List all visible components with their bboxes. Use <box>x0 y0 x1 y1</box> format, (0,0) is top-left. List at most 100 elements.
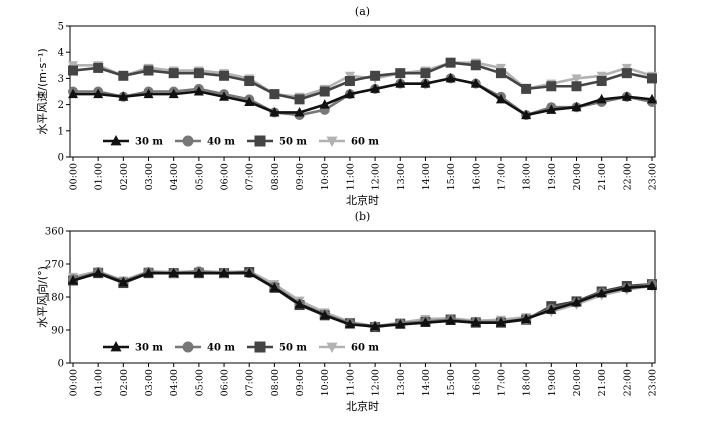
x-tick-label: 15:00 <box>446 163 457 190</box>
x-tick-label: 14:00 <box>421 163 432 190</box>
x-tick-label: 22:00 <box>622 163 633 190</box>
x-tick-label: 11:00 <box>345 163 356 190</box>
x-tick-label: 04:00 <box>169 163 180 190</box>
x-tick-label: 04:00 <box>169 369 180 396</box>
data-point <box>445 72 456 83</box>
series-30m <box>68 267 657 331</box>
data-point <box>495 68 506 79</box>
panel-label: (a) <box>355 5 370 18</box>
legend-label: 50 m <box>279 343 307 354</box>
data-point <box>193 86 204 96</box>
x-tick-label: 21:00 <box>597 369 608 396</box>
data-point <box>420 68 431 79</box>
data-point <box>269 282 280 292</box>
series-line <box>72 271 653 328</box>
series-50m <box>68 57 657 105</box>
data-point <box>344 319 355 329</box>
y-tick-label: 0 <box>58 359 64 370</box>
legend-label: 60 m <box>351 137 379 148</box>
y-tick-label: 360 <box>45 227 64 238</box>
x-tick-label: 09:00 <box>295 369 306 396</box>
x-tick-label: 17:00 <box>496 369 507 396</box>
chart-panel-a: (a) 0 1 2 3 4 5 00:00 01:00 02:00 03:00 04:00 05:00 0… <box>36 5 659 207</box>
series-line <box>72 270 653 328</box>
x-tick-label: 05:00 <box>194 163 205 190</box>
x-tick-label: 20:00 <box>572 163 583 190</box>
data-point <box>596 287 607 298</box>
data-point <box>647 73 657 84</box>
legend-entry: 50 m <box>247 135 307 148</box>
y-tick-label: 2 <box>58 100 64 111</box>
data-point <box>621 282 632 292</box>
x-tick-label: 05:00 <box>194 369 205 396</box>
legend-marker <box>110 340 122 352</box>
legend-marker <box>254 135 266 147</box>
data-point <box>269 89 280 100</box>
data-point <box>143 65 154 76</box>
x-tick-label: 19:00 <box>547 163 558 190</box>
legend: 30 m 40 m 50 m 60 m <box>103 340 379 354</box>
series-40m <box>68 266 657 332</box>
y-tick-label: 4 <box>58 48 64 59</box>
data-point <box>647 280 657 290</box>
x-tick-label: 00:00 <box>69 163 80 190</box>
x-tick-label: 18:00 <box>522 163 533 190</box>
legend-entry: 60 m <box>319 343 379 354</box>
x-tick-label: 17:00 <box>496 163 507 190</box>
x-tick-label: 15:00 <box>446 369 457 396</box>
y-tick-label: 5 <box>58 22 64 33</box>
series-60m <box>68 58 657 103</box>
legend-label: 30 m <box>135 137 163 148</box>
legend-entry: 30 m <box>103 340 163 354</box>
data-point <box>93 62 104 73</box>
data-point <box>621 91 632 101</box>
x-tick-label: 11:00 <box>345 369 356 396</box>
legend-entry: 40 m <box>175 341 235 354</box>
data-point <box>143 88 154 99</box>
legend-marker <box>110 134 122 146</box>
x-tick-label: 12:00 <box>371 163 382 190</box>
data-point <box>521 83 532 94</box>
y-tick-label: 3 <box>58 74 64 85</box>
data-point <box>168 267 179 278</box>
series-line <box>72 270 653 329</box>
data-point <box>445 315 456 325</box>
series-line <box>72 270 653 328</box>
data-point <box>244 96 255 106</box>
x-tick-label: 06:00 <box>220 369 231 396</box>
data-point <box>219 70 230 81</box>
data-point <box>470 317 481 327</box>
data-point <box>319 309 330 320</box>
legend-entry: 50 m <box>247 341 307 354</box>
data-point <box>370 320 381 331</box>
x-tick-label: 06:00 <box>220 163 231 190</box>
legend-marker <box>326 342 338 354</box>
x-tick-label: 02:00 <box>119 163 130 190</box>
data-point <box>596 76 607 87</box>
legend-label: 50 m <box>279 137 307 148</box>
panel-label: (b) <box>355 210 371 223</box>
y-tick-label: 180 <box>45 293 64 304</box>
y-tick-label: 90 <box>51 326 64 337</box>
legend-marker <box>254 341 266 353</box>
x-axis-label: 北京时 <box>346 193 379 207</box>
x-tick-label: 09:00 <box>295 163 306 190</box>
data-point <box>244 76 255 87</box>
data-point <box>68 275 78 285</box>
data-point <box>244 267 255 278</box>
legend-label: 40 m <box>207 137 235 148</box>
data-point <box>118 91 129 101</box>
data-point <box>269 106 280 117</box>
x-tick-label: 10:00 <box>320 163 331 190</box>
data-point <box>319 86 330 97</box>
data-point <box>370 83 381 93</box>
x-tick-label: 18:00 <box>522 369 533 396</box>
series-30m <box>68 72 657 120</box>
data-point <box>571 74 582 84</box>
data-point <box>294 94 305 105</box>
data-point <box>571 81 582 92</box>
legend-label: 60 m <box>351 343 379 354</box>
data-point <box>395 319 406 329</box>
y-tick-label: 270 <box>45 260 64 271</box>
